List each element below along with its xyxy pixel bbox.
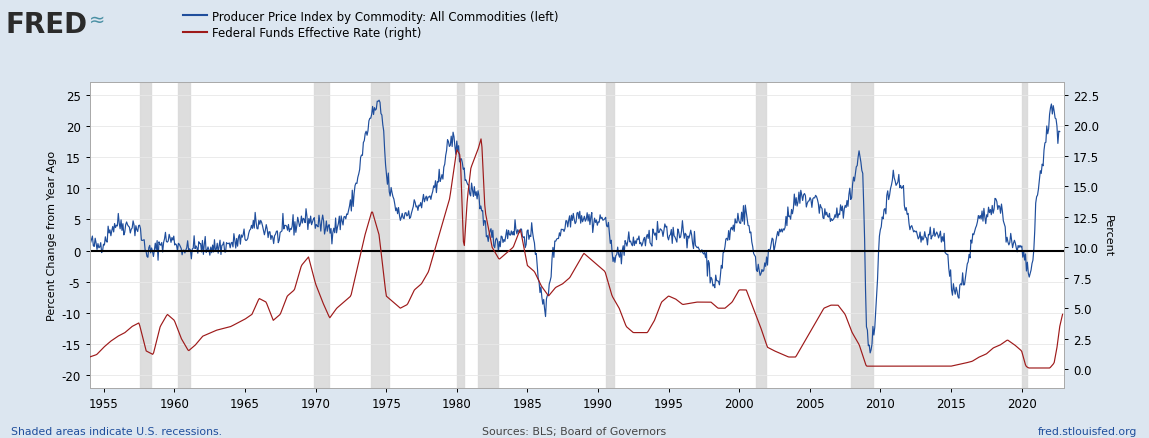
Y-axis label: Percent Change from Year Ago: Percent Change from Year Ago <box>47 151 57 320</box>
Legend: Producer Price Index by Commodity: All Commodities (left), Federal Funds Effecti: Producer Price Index by Commodity: All C… <box>178 6 564 45</box>
Bar <box>457 83 464 388</box>
Text: fred.stlouisfed.org: fred.stlouisfed.org <box>1039 426 1138 436</box>
Bar <box>607 83 615 388</box>
Bar <box>756 83 766 388</box>
Y-axis label: Percent: Percent <box>1103 215 1113 256</box>
Bar <box>140 83 151 388</box>
Text: ≈: ≈ <box>88 11 105 29</box>
Bar <box>851 83 873 388</box>
Text: Shaded areas indicate U.S. recessions.: Shaded areas indicate U.S. recessions. <box>11 426 223 436</box>
Bar <box>478 83 498 388</box>
Text: Sources: BLS; Board of Governors: Sources: BLS; Board of Governors <box>483 426 666 436</box>
Bar <box>1021 83 1027 388</box>
Bar <box>315 83 329 388</box>
Text: FRED: FRED <box>5 11 87 39</box>
Bar <box>178 83 190 388</box>
Bar <box>371 83 388 388</box>
